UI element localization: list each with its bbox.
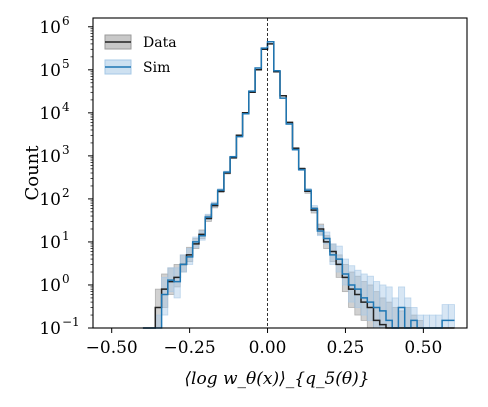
y-tick-exponent-1: 0 [62, 272, 70, 286]
y-tick-label-4: 10 [39, 147, 61, 167]
y-tick-label-2: 10 [39, 233, 61, 253]
uncertainty-bands [154, 121, 455, 329]
band-bin-sim-47 [435, 314, 443, 329]
y-tick-exponent-5: 4 [62, 100, 70, 114]
x-axis: −0.50 −0.25 0.00 0.25 0.50 [86, 328, 442, 358]
legend: Data Sim [104, 34, 177, 76]
band-bin-sim-5 [173, 267, 181, 299]
band-bin-sim-43 [410, 307, 418, 329]
y-tick-exponent-7: 6 [62, 14, 70, 28]
y-tick-exponent-6: 5 [62, 57, 70, 71]
x-axis-label: ⟨log w_θ(x)⟩_{q_5(θ)} [184, 369, 369, 389]
y-tick-label-1: 10 [39, 276, 61, 296]
band-bin-sim-49 [447, 304, 455, 329]
y-tick-exponent-4: 3 [62, 143, 70, 157]
x-tick-label-4: 0.50 [404, 338, 442, 358]
legend-label-sim: Sim [143, 60, 170, 76]
band-bin-sim-48 [441, 304, 449, 329]
step-line-data [142, 43, 455, 329]
x-tick-label-2: 0.00 [249, 338, 287, 358]
band-bin-sim-3 [161, 276, 169, 316]
y-tick-exponent-3: 2 [62, 186, 70, 200]
x-tick-label-0: −0.50 [86, 338, 138, 358]
legend-label-data: Data [143, 35, 177, 51]
band-bin-sim-36 [366, 275, 374, 321]
band-bin-sim-42 [404, 297, 412, 329]
band-bin-sim-2 [154, 314, 162, 329]
band-bin-sim-33 [348, 265, 356, 303]
x-tick-label-3: 0.25 [327, 338, 365, 358]
y-tick-exponent-2: 1 [62, 229, 70, 243]
band-bin-sim-45 [422, 314, 431, 329]
band-bin-sim-40 [391, 297, 399, 329]
y-tick-exponent-0: −1 [62, 315, 80, 329]
band-bin-sim-32 [341, 258, 349, 286]
band-bin-sim-44 [416, 314, 424, 329]
band-bin-sim-6 [179, 254, 187, 273]
band-bin-sim-35 [360, 273, 368, 316]
band-bin-sim-39 [385, 286, 393, 329]
step-line-sim [142, 40, 455, 329]
y-tick-label-3: 10 [39, 190, 61, 210]
band-bin-sim-46 [429, 314, 437, 329]
y-tick-label-0: 10 [39, 319, 61, 339]
histogram-steps [142, 40, 455, 329]
y-tick-label-5: 10 [39, 104, 61, 124]
y-tick-label-6: 10 [39, 61, 61, 81]
band-bin-sim-38 [379, 284, 387, 329]
y-axis-label: Count [22, 145, 43, 201]
y-tick-label-7: 10 [39, 18, 61, 38]
x-tick-label-1: −0.25 [164, 338, 216, 358]
